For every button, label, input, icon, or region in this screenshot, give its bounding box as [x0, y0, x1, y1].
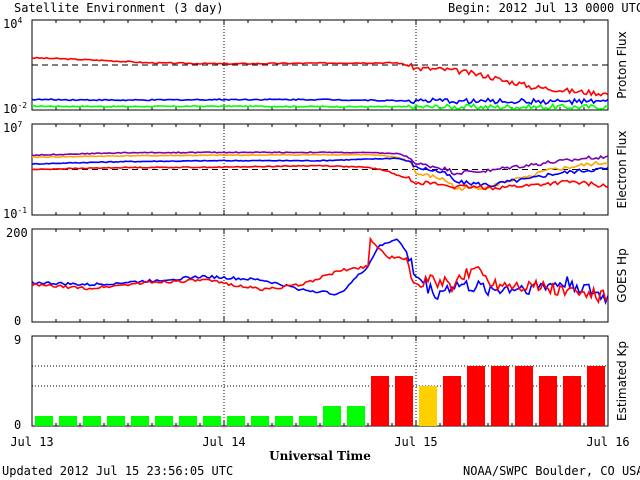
kp-bar: [203, 416, 221, 426]
kp-bar: [491, 366, 509, 426]
panel-frame: [31, 19, 609, 111]
panel-ylabel: Electron Flux: [615, 131, 629, 209]
x-tick-label: Jul 13: [10, 435, 53, 449]
series-line-red: [31, 56, 609, 97]
x-tick-label: Jul 14: [202, 435, 245, 449]
kp-bar: [587, 366, 605, 426]
series-line-green: [32, 102, 609, 111]
updated-timestamp: Updated 2012 Jul 15 23:56:05 UTC: [2, 464, 234, 478]
kp-bar: [107, 416, 125, 426]
y-tick-label: 107: [3, 120, 22, 135]
kp-bar: [155, 416, 173, 426]
kp-bar: [515, 366, 533, 426]
y-tick-label: 10-2: [3, 101, 27, 116]
kp-bar: [323, 406, 341, 426]
panel-ylabel: GOES Hp: [615, 248, 629, 302]
kp-bar: [59, 416, 77, 426]
series-line-blue: [31, 157, 609, 188]
kp-bar: [467, 366, 485, 426]
kp-bar: [83, 416, 101, 426]
begin-time: Begin: 2012 Jul 13 0000 UTC: [448, 1, 640, 15]
y-tick-label: 0: [14, 314, 21, 328]
chart-title: Satellite Environment (3 day): [14, 1, 224, 15]
x-tick-label: Jul 15: [394, 435, 437, 449]
kp-bar: [443, 376, 461, 426]
y-tick-label: 10-1: [3, 206, 27, 221]
y-tick-label: 104: [3, 16, 22, 31]
series-line-blue: [31, 97, 609, 106]
panel-frame: [31, 228, 609, 323]
credit-text: NOAA/SWPC Boulder, CO USA: [463, 464, 640, 478]
kp-bar: [563, 376, 581, 426]
series-line-red: [31, 164, 609, 191]
panel-ylabel: Proton Flux: [615, 31, 629, 98]
kp-bar: [131, 416, 149, 426]
kp-bar: [227, 416, 245, 426]
kp-bar: [35, 416, 53, 426]
series-line-purple: [31, 151, 609, 176]
panel-ylabel: Estimated Kp: [615, 341, 629, 421]
y-tick-label: 0: [14, 418, 21, 432]
y-tick-label: 200: [6, 226, 28, 240]
kp-bar: [347, 406, 365, 426]
y-tick-label: 9: [14, 333, 21, 347]
kp-bar: [395, 376, 413, 426]
panel-frame: [31, 123, 609, 216]
series-line-blue: [31, 238, 609, 305]
series-line-orange: [31, 153, 609, 192]
kp-bar: [539, 376, 557, 426]
kp-bar: [371, 376, 389, 426]
kp-bar: [419, 386, 437, 426]
kp-bar: [275, 416, 293, 426]
series-line-red: [31, 236, 609, 305]
x-axis-label: Universal Time: [269, 449, 371, 463]
x-tick-label: Jul 16: [586, 435, 629, 449]
kp-bar: [251, 416, 269, 426]
kp-bar: [299, 416, 317, 426]
kp-bar: [179, 416, 197, 426]
